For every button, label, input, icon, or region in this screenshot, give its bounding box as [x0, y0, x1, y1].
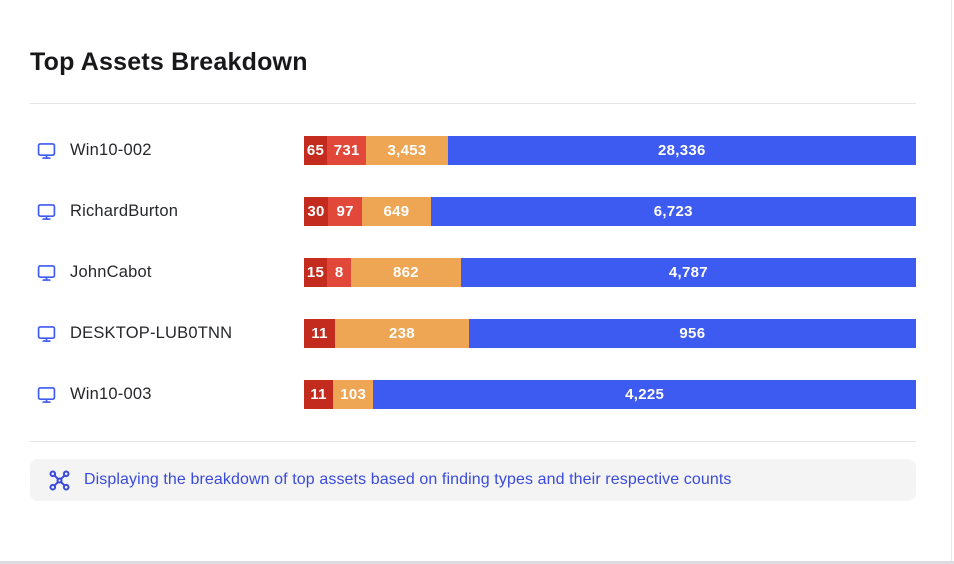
bottom-edge-border [0, 561, 954, 564]
bar-segment-darkred[interactable]: 11 [304, 380, 334, 409]
asset-label-cell: JohnCabot [30, 263, 304, 283]
asset-label-cell: RichardBurton [30, 202, 304, 222]
footer-note-text: Displaying the breakdown of top assets b… [84, 471, 732, 488]
drone-icon [48, 469, 71, 492]
monitor-icon [36, 263, 57, 283]
stacked-bar: 11 103 4,225 [304, 380, 916, 409]
asset-row: Win10-002 65 731 3,453 28,336 [30, 136, 916, 165]
bar-segment-darkred[interactable]: 30 [304, 197, 329, 226]
asset-name: DESKTOP-LUB0TNN [70, 324, 233, 342]
stacked-bar: 30 97 649 6,723 [304, 197, 916, 226]
bar-segment-blue[interactable]: 28,336 [447, 136, 916, 165]
asset-row: Win10-003 11 103 4,225 [30, 380, 916, 409]
footer-note: Displaying the breakdown of top assets b… [30, 459, 916, 501]
asset-label-cell: Win10-003 [30, 385, 304, 405]
footer-divider [30, 441, 916, 442]
bar-segment-orange[interactable]: 862 [351, 258, 461, 287]
bar-segment-blue[interactable]: 4,225 [373, 380, 916, 409]
bar-segment-orange[interactable]: 649 [362, 197, 431, 226]
bar-segment-darkred[interactable]: 15 [304, 258, 328, 287]
bar-segment-orange[interactable]: 238 [335, 319, 469, 348]
asset-name: Win10-003 [70, 385, 152, 403]
bar-segment-red[interactable]: 8 [327, 258, 352, 287]
bar-segment-blue[interactable]: 956 [468, 319, 916, 348]
monitor-icon [36, 385, 57, 405]
stacked-bar: 65 731 3,453 28,336 [304, 136, 916, 165]
stacked-bar: 11 238 956 [304, 319, 916, 348]
asset-name: JohnCabot [70, 263, 152, 281]
asset-label-cell: Win10-002 [30, 141, 304, 161]
header-divider [30, 103, 916, 104]
right-edge-border [950, 0, 952, 564]
bar-segment-blue[interactable]: 4,787 [460, 258, 916, 287]
asset-row: RichardBurton 30 97 649 6,723 [30, 197, 916, 226]
monitor-icon [36, 324, 57, 344]
page-title: Top Assets Breakdown [30, 48, 308, 76]
bar-segment-red[interactable]: 97 [328, 197, 363, 226]
bar-segment-red[interactable]: 731 [327, 136, 367, 165]
bar-segment-orange[interactable]: 103 [333, 380, 374, 409]
monitor-icon [36, 202, 57, 222]
bar-segment-darkred[interactable]: 65 [304, 136, 328, 165]
bar-segment-darkred[interactable]: 11 [304, 319, 336, 348]
stacked-bar: 15 8 862 4,787 [304, 258, 916, 287]
asset-row: DESKTOP-LUB0TNN 11 238 956 [30, 319, 916, 348]
bar-segment-blue[interactable]: 6,723 [430, 197, 916, 226]
asset-name: RichardBurton [70, 202, 179, 220]
asset-rows: Win10-002 65 731 3,453 28,336 RichardBurton… [30, 136, 916, 409]
asset-name: Win10-002 [70, 141, 152, 159]
asset-row: JohnCabot 15 8 862 4,787 [30, 258, 916, 287]
monitor-icon [36, 141, 57, 161]
asset-label-cell: DESKTOP-LUB0TNN [30, 324, 304, 344]
bar-segment-orange[interactable]: 3,453 [366, 136, 448, 165]
